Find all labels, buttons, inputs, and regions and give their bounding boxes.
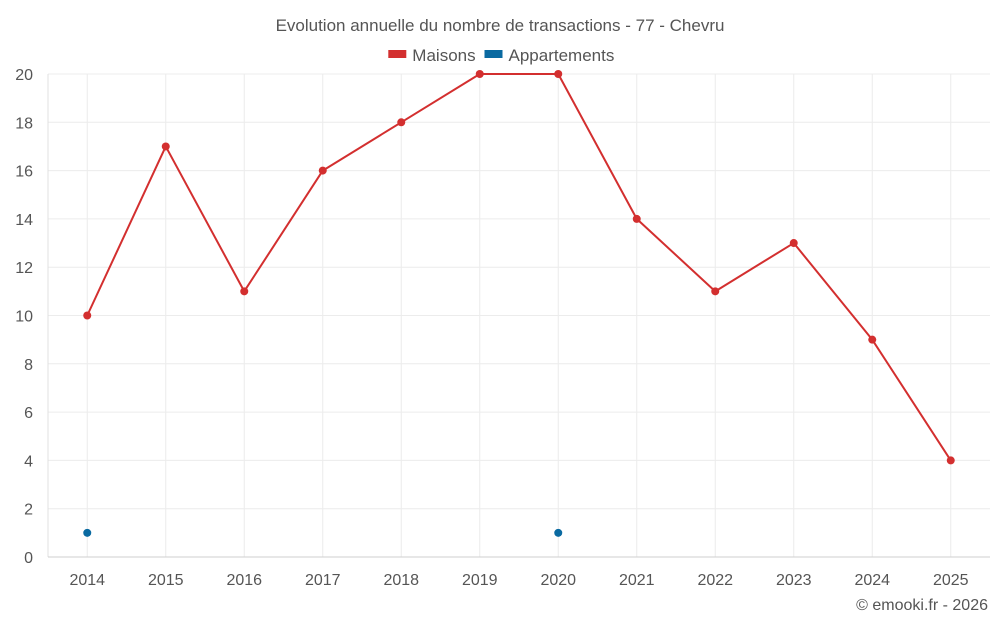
data-point-maisons xyxy=(554,70,563,78)
x-tick-label: 2024 xyxy=(854,572,890,589)
x-tick-label: 2019 xyxy=(462,572,498,589)
grid xyxy=(48,73,990,558)
data-point-maisons xyxy=(868,335,877,344)
series-layer xyxy=(83,70,955,537)
x-tick-label: 2016 xyxy=(226,572,262,589)
x-tick-label: 2018 xyxy=(383,572,419,589)
legend-swatch-maisons xyxy=(388,50,407,58)
x-tick-label: 2022 xyxy=(697,572,733,589)
data-point-maisons xyxy=(632,214,641,223)
data-point-maisons xyxy=(397,118,406,127)
data-point-appartements xyxy=(83,528,92,537)
y-tick-label: 18 xyxy=(15,115,33,132)
x-tick-label: 2015 xyxy=(148,572,184,589)
data-point-maisons xyxy=(318,166,327,175)
y-tick-label: 8 xyxy=(24,357,33,374)
x-tick-label: 2023 xyxy=(776,572,812,589)
x-tick-label: 2021 xyxy=(619,572,655,589)
y-tick-label: 16 xyxy=(15,164,33,181)
y-tick-label: 14 xyxy=(15,212,33,229)
legend-swatch-appartements xyxy=(484,50,503,58)
x-tick-label: 2020 xyxy=(540,572,576,589)
x-tick-label: 2014 xyxy=(69,572,105,589)
y-tick-label: 12 xyxy=(15,260,33,277)
data-point-maisons xyxy=(240,287,249,296)
chart-title: Evolution annuelle du nombre de transact… xyxy=(276,16,725,35)
data-point-maisons xyxy=(789,239,798,248)
data-point-maisons xyxy=(711,287,720,296)
y-tick-label: 6 xyxy=(24,405,33,422)
series-line-maisons xyxy=(86,73,952,461)
data-point-maisons xyxy=(161,142,170,151)
x-tick-label: 2017 xyxy=(305,572,341,589)
x-tick-label: 2025 xyxy=(933,572,969,589)
legend-label-maisons: Maisons xyxy=(412,46,475,65)
legend: Maisons Appartements xyxy=(388,46,614,65)
data-point-maisons xyxy=(83,311,92,320)
credit-text: © emooki.fr - 2026 xyxy=(856,597,988,614)
y-tick-label: 20 xyxy=(15,67,33,84)
y-tick-label: 10 xyxy=(15,309,33,326)
axes: 0 2 4 6 8 10 12 14 16 18 20 2014 2015 2016 2017 2018 201… xyxy=(15,67,990,589)
legend-label-appartements: Appartements xyxy=(509,46,615,65)
y-tick-label: 2 xyxy=(24,502,33,519)
y-tick-label: 0 xyxy=(24,550,33,567)
data-point-maisons xyxy=(475,70,484,78)
data-point-appartements xyxy=(554,528,563,537)
data-point-maisons xyxy=(946,456,955,465)
y-tick-label: 4 xyxy=(24,453,33,470)
